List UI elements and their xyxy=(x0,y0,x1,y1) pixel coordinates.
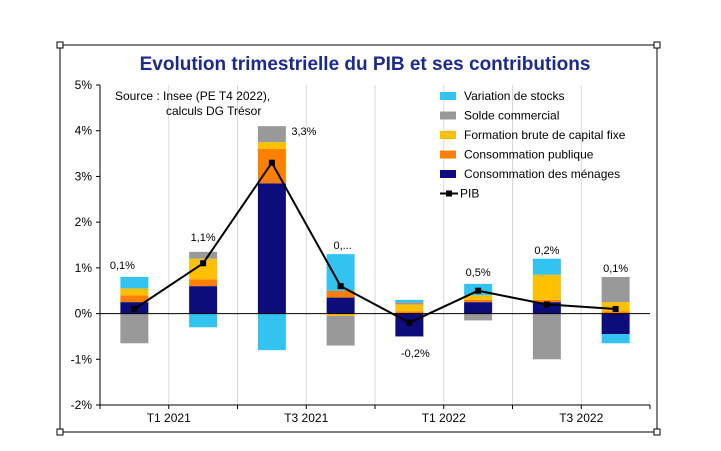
bar-segment xyxy=(601,334,630,344)
bar-segment xyxy=(532,313,561,360)
pib-point xyxy=(406,319,413,326)
bar-segment xyxy=(395,304,424,312)
y-tick-label: -1% xyxy=(71,352,93,366)
y-tick-label: 5% xyxy=(75,78,93,92)
bar-segment xyxy=(326,290,355,298)
bar-segment xyxy=(257,142,286,149)
legend-label: Consommation des ménages xyxy=(464,167,620,181)
y-tick-label: 4% xyxy=(75,124,93,138)
resize-handle-bottom-left[interactable] xyxy=(56,428,64,436)
legend-line-marker xyxy=(446,190,452,197)
y-tick-label: 3% xyxy=(75,169,93,183)
bar-segment xyxy=(532,302,561,314)
bar-segment xyxy=(120,313,149,344)
legend-swatch xyxy=(440,150,456,159)
x-tick-label: T1 2022 xyxy=(422,411,466,425)
bar-segment xyxy=(189,258,218,280)
bar-segment xyxy=(395,311,424,314)
y-tick-label: -2% xyxy=(71,398,93,412)
pib-data-label: 0,1% xyxy=(603,263,628,275)
pib-point xyxy=(475,287,482,294)
bar-segment xyxy=(532,274,561,300)
pib-point xyxy=(612,306,619,312)
bar-segment xyxy=(395,299,424,303)
legend-label: Formation brute de capital fixe xyxy=(464,128,626,142)
bar-segment xyxy=(189,251,218,259)
source-line-2: calculs DG Trésor xyxy=(166,104,261,118)
bar-segment xyxy=(464,299,493,303)
chart-title: Evolution trimestrielle du PIB et ses co… xyxy=(140,54,591,75)
pib-data-label: 1,1% xyxy=(191,232,216,244)
bar-segment xyxy=(601,277,630,303)
legend-label: PIB xyxy=(460,187,479,201)
pib-point xyxy=(131,306,138,312)
bar-segment xyxy=(326,297,355,314)
chart-frame xyxy=(59,44,658,433)
y-tick-label: 1% xyxy=(75,261,93,275)
bar-segment xyxy=(532,299,561,303)
legend-swatch xyxy=(440,131,456,139)
resize-handle-top-right[interactable] xyxy=(653,41,661,49)
pib-data-label: 0,1% xyxy=(110,260,135,272)
y-tick-label: 0% xyxy=(75,307,93,321)
bar-segment xyxy=(257,183,286,314)
bar-segment xyxy=(464,313,493,321)
pib-line xyxy=(133,160,616,324)
bar-segment xyxy=(326,315,355,346)
legend-swatch xyxy=(440,92,456,100)
source-line-1: Source : Insee (PE T4 2022), xyxy=(115,89,270,103)
legend-label: Solde commercial xyxy=(464,109,559,123)
bar-segment xyxy=(464,302,493,314)
bar-segment xyxy=(257,126,286,143)
resize-handle-bottom-right[interactable] xyxy=(653,428,661,436)
legend-label: Consommation publique xyxy=(464,148,594,162)
legend-label: Variation de stocks xyxy=(464,89,565,103)
bar-segment xyxy=(326,313,355,316)
bar-segment xyxy=(120,277,149,289)
bar-segment xyxy=(120,295,149,303)
bar-segment xyxy=(601,313,630,335)
pib-data-label: 0,5% xyxy=(466,267,491,279)
legend-swatch xyxy=(440,111,456,120)
pib-point xyxy=(543,301,550,308)
bar-segment xyxy=(120,288,149,296)
bar-segment xyxy=(532,258,561,275)
bar-segment xyxy=(257,313,286,351)
bar-segment xyxy=(189,313,218,328)
x-tick-label: T3 2021 xyxy=(284,411,328,425)
pib-data-label: 3,3% xyxy=(291,126,316,138)
pib-point xyxy=(268,159,275,166)
x-tick-label: T1 2021 xyxy=(147,411,191,425)
bar-segment xyxy=(464,295,493,300)
x-tick-label: T3 2022 xyxy=(559,411,603,425)
pib-point xyxy=(200,260,207,267)
legend-swatch xyxy=(440,170,456,178)
bar-segment xyxy=(601,311,630,314)
pib-point xyxy=(337,283,344,290)
bar-segment xyxy=(189,279,218,287)
bar-segment xyxy=(395,302,424,305)
pib-data-label: 0,2% xyxy=(534,245,559,257)
y-tick-label: 2% xyxy=(75,215,93,229)
pib-data-label: 0,... xyxy=(333,240,351,252)
resize-handle-top-left[interactable] xyxy=(56,41,64,49)
legend: Variation de stocks Solde commercial Forma… xyxy=(440,89,626,201)
bar-segment xyxy=(189,286,218,314)
pib-data-label: -0,2% xyxy=(401,348,430,360)
